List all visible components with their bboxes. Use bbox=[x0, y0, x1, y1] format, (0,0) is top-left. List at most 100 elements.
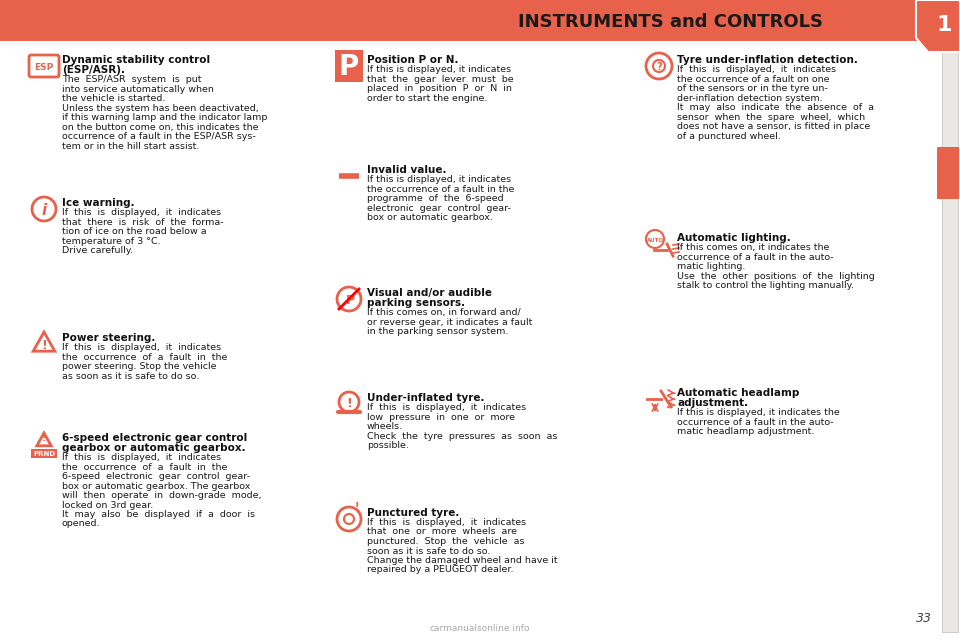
Text: the vehicle is started.: the vehicle is started. bbox=[62, 94, 165, 103]
Text: 6-speed electronic gear control: 6-speed electronic gear control bbox=[62, 433, 248, 443]
Text: repaired by a PEUGEOT dealer.: repaired by a PEUGEOT dealer. bbox=[367, 566, 514, 575]
Text: !: ! bbox=[355, 502, 359, 512]
Text: If  this  is  displayed,  it  indicates: If this is displayed, it indicates bbox=[62, 453, 221, 462]
Circle shape bbox=[646, 53, 672, 79]
Text: PRND: PRND bbox=[33, 451, 55, 456]
Text: programme  of  the  6-speed: programme of the 6-speed bbox=[367, 194, 504, 203]
Text: in the parking sensor system.: in the parking sensor system. bbox=[367, 327, 509, 336]
Text: as soon as it is safe to do so.: as soon as it is safe to do so. bbox=[62, 371, 200, 381]
Text: 6-speed  electronic  gear  control  gear-: 6-speed electronic gear control gear- bbox=[62, 472, 250, 481]
Text: The  ESP/ASR  system  is  put: The ESP/ASR system is put bbox=[62, 75, 202, 84]
Text: adjustment.: adjustment. bbox=[677, 398, 748, 408]
Bar bbox=[31, 449, 57, 458]
Text: placed  in  position  P  or  N  in: placed in position P or N in bbox=[367, 84, 512, 93]
Polygon shape bbox=[916, 0, 960, 52]
Text: If this comes on, in forward and/: If this comes on, in forward and/ bbox=[367, 308, 520, 317]
Text: Position P or N.: Position P or N. bbox=[367, 55, 459, 65]
Text: Unless the system has been deactivated,: Unless the system has been deactivated, bbox=[62, 104, 259, 113]
Text: matic lighting.: matic lighting. bbox=[677, 262, 745, 271]
Text: punctured.  Stop  the  vehicle  as: punctured. Stop the vehicle as bbox=[367, 537, 524, 546]
Text: !: ! bbox=[347, 397, 352, 410]
Text: opened.: opened. bbox=[62, 520, 101, 529]
Text: Visual and/or audible: Visual and/or audible bbox=[367, 288, 492, 298]
Text: If this comes on, it indicates the: If this comes on, it indicates the bbox=[677, 243, 829, 252]
Text: occurrence of a fault in the auto-: occurrence of a fault in the auto- bbox=[677, 253, 833, 262]
Circle shape bbox=[646, 230, 664, 248]
Text: P: P bbox=[339, 53, 359, 81]
Text: Dynamic stability control: Dynamic stability control bbox=[62, 55, 210, 65]
Circle shape bbox=[337, 287, 361, 311]
Circle shape bbox=[653, 60, 665, 72]
Text: matic headlamp adjustment.: matic headlamp adjustment. bbox=[677, 427, 814, 436]
Text: ESP: ESP bbox=[35, 63, 54, 72]
Text: i: i bbox=[41, 202, 47, 218]
Text: tem or in the hill start assist.: tem or in the hill start assist. bbox=[62, 141, 200, 150]
Text: temperature of 3 °C.: temperature of 3 °C. bbox=[62, 237, 160, 246]
Text: box or automatic gearbox.: box or automatic gearbox. bbox=[367, 213, 492, 222]
Text: carmanualsonline.info: carmanualsonline.info bbox=[430, 624, 530, 633]
Text: ?: ? bbox=[657, 62, 661, 72]
Polygon shape bbox=[36, 433, 51, 446]
Text: Automatic headlamp: Automatic headlamp bbox=[677, 388, 800, 398]
Text: occurrence of a fault in the auto-: occurrence of a fault in the auto- bbox=[677, 417, 833, 426]
Text: into service automatically when: into service automatically when bbox=[62, 84, 214, 93]
Text: that  there  is  risk  of  the  forma-: that there is risk of the forma- bbox=[62, 218, 224, 227]
FancyBboxPatch shape bbox=[29, 55, 59, 77]
Text: of a punctured wheel.: of a punctured wheel. bbox=[677, 131, 780, 141]
Text: electronic  gear  control  gear-: electronic gear control gear- bbox=[367, 204, 511, 212]
Text: locked on 3rd gear.: locked on 3rd gear. bbox=[62, 500, 154, 509]
Text: the occurrence of a fault on one: the occurrence of a fault on one bbox=[677, 74, 829, 83]
Text: or reverse gear, it indicates a fault: or reverse gear, it indicates a fault bbox=[367, 317, 533, 326]
Text: if this warning lamp and the indicator lamp: if this warning lamp and the indicator l… bbox=[62, 113, 268, 122]
Text: soon as it is safe to do so.: soon as it is safe to do so. bbox=[367, 547, 491, 556]
Text: the  occurrence  of  a  fault  in  the: the occurrence of a fault in the bbox=[62, 353, 228, 362]
Text: Tyre under-inflation detection.: Tyre under-inflation detection. bbox=[677, 55, 858, 65]
Text: box or automatic gearbox. The gearbox: box or automatic gearbox. The gearbox bbox=[62, 481, 251, 490]
Text: on the button come on, this indicates the: on the button come on, this indicates th… bbox=[62, 122, 258, 131]
Text: of the sensors or in the tyre un-: of the sensors or in the tyre un- bbox=[677, 84, 828, 93]
Bar bbox=[0, 0, 960, 42]
Text: P: P bbox=[346, 294, 354, 307]
Text: Punctured tyre.: Punctured tyre. bbox=[367, 508, 460, 518]
Text: Use  the  other  positions  of  the  lighting: Use the other positions of the lighting bbox=[677, 271, 875, 280]
Text: Invalid value.: Invalid value. bbox=[367, 165, 446, 175]
Text: AUTO: AUTO bbox=[646, 237, 663, 243]
Text: that  the  gear  lever  must  be: that the gear lever must be bbox=[367, 74, 514, 83]
Text: If this is displayed, it indicates: If this is displayed, it indicates bbox=[367, 175, 511, 184]
Polygon shape bbox=[34, 332, 55, 351]
Text: !: ! bbox=[41, 433, 46, 443]
Text: parking sensors.: parking sensors. bbox=[367, 298, 466, 308]
Circle shape bbox=[32, 197, 56, 221]
Text: stalk to control the lighting manually.: stalk to control the lighting manually. bbox=[677, 281, 853, 290]
Text: Drive carefully.: Drive carefully. bbox=[62, 246, 133, 255]
Text: Ice warning.: Ice warning. bbox=[62, 198, 134, 208]
Bar bbox=[942, 50, 958, 632]
Text: does not have a sensor, is fitted in place: does not have a sensor, is fitted in pla… bbox=[677, 122, 871, 131]
Text: order to start the engine.: order to start the engine. bbox=[367, 93, 488, 102]
Text: If  this  is  displayed,  it  indicates: If this is displayed, it indicates bbox=[677, 65, 836, 74]
Text: low  pressure  in  one  or  more: low pressure in one or more bbox=[367, 413, 515, 422]
Text: will  then  operate  in  down-grade  mode,: will then operate in down-grade mode, bbox=[62, 491, 261, 500]
Text: gearbox or automatic gearbox.: gearbox or automatic gearbox. bbox=[62, 443, 246, 453]
Circle shape bbox=[337, 507, 361, 531]
Text: If this is displayed, it indicates the: If this is displayed, it indicates the bbox=[677, 408, 840, 417]
Text: der-inflation detection system.: der-inflation detection system. bbox=[677, 93, 823, 102]
Text: sensor  when  the  spare  wheel,  which: sensor when the spare wheel, which bbox=[677, 113, 865, 122]
Text: If this is displayed, it indicates: If this is displayed, it indicates bbox=[367, 65, 511, 74]
Text: If  this  is  displayed,  it  indicates: If this is displayed, it indicates bbox=[367, 403, 526, 412]
Text: Power steering.: Power steering. bbox=[62, 333, 156, 343]
Text: occurrence of a fault in the ESP/ASR sys-: occurrence of a fault in the ESP/ASR sys… bbox=[62, 132, 255, 141]
Text: If  this  is  displayed,  it  indicates: If this is displayed, it indicates bbox=[62, 208, 221, 217]
Circle shape bbox=[339, 392, 359, 412]
Text: Change the damaged wheel and have it: Change the damaged wheel and have it bbox=[367, 556, 558, 565]
Text: Check  the  tyre  pressures  as  soon  as: Check the tyre pressures as soon as bbox=[367, 431, 558, 440]
Text: If  this  is  displayed,  it  indicates: If this is displayed, it indicates bbox=[62, 343, 221, 352]
Circle shape bbox=[344, 514, 354, 524]
Text: the  occurrence  of  a  fault  in  the: the occurrence of a fault in the bbox=[62, 463, 228, 472]
Text: possible.: possible. bbox=[367, 441, 409, 450]
Text: !: ! bbox=[41, 339, 47, 352]
Text: 1: 1 bbox=[936, 15, 951, 35]
Text: It  may  also  indicate  the  absence  of  a: It may also indicate the absence of a bbox=[677, 103, 874, 112]
Text: Under-inflated tyre.: Under-inflated tyre. bbox=[367, 393, 485, 403]
Text: If  this  is  displayed,  it  indicates: If this is displayed, it indicates bbox=[367, 518, 526, 527]
